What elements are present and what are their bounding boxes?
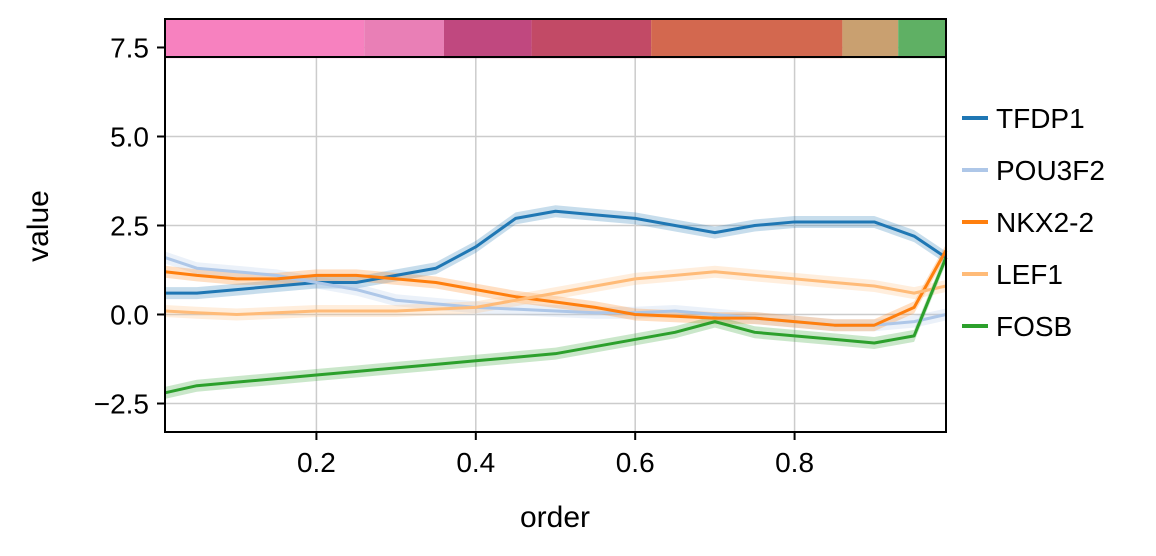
series-line-fosb <box>164 256 948 395</box>
x-tick-label: 0.8 <box>775 447 814 478</box>
band-fosb <box>165 251 946 399</box>
series-line-nkx2-2 <box>164 249 948 327</box>
y-tick-label: 2.5 <box>110 211 149 242</box>
x-tick-label: 0.2 <box>297 447 336 478</box>
color-bar-segment <box>443 19 532 59</box>
y-tick-label: 5.0 <box>110 121 149 152</box>
y-tick-label: −2.5 <box>94 389 149 420</box>
y-axis-label: value <box>22 190 55 262</box>
color-bar-segment <box>364 19 444 59</box>
legend-label-fosb: FOSB <box>996 311 1072 342</box>
series-line-tfdp1 <box>165 209 947 295</box>
legend: TFDP1 POU3F2 NKX2-2 LEF1 FOSB <box>962 103 1105 342</box>
legend-label-nkx2-2: NKX2-2 <box>996 207 1094 238</box>
y-tick-label: 0.0 <box>110 300 149 331</box>
color-bar-segment <box>165 19 365 59</box>
x-tick-label: 0.4 <box>456 447 495 478</box>
y-tick-label: 7.5 <box>110 32 149 63</box>
y-axis-ticks: −2.5 0.0 2.5 5.0 7.5 <box>94 32 165 420</box>
color-bar-segment <box>531 19 652 59</box>
legend-label-pou3f2: POU3F2 <box>996 155 1105 186</box>
band-tfdp1 <box>165 205 946 300</box>
color-bar <box>165 19 946 59</box>
color-bar-segment <box>898 19 946 59</box>
legend-label-tfdp1: TFDP1 <box>996 103 1085 134</box>
series-line-lef1 <box>164 270 947 317</box>
x-tick-label: 0.6 <box>616 447 655 478</box>
color-bar-segment <box>842 19 899 59</box>
band-nkx2-2 <box>165 244 946 332</box>
series-lines <box>164 209 948 395</box>
x-axis-ticks: 0.2 0.4 0.6 0.8 <box>297 432 814 478</box>
band-pou3f2 <box>165 251 946 332</box>
x-axis-label: order <box>520 501 590 534</box>
legend-label-lef1: LEF1 <box>996 259 1063 290</box>
color-bar-segment <box>651 19 843 59</box>
